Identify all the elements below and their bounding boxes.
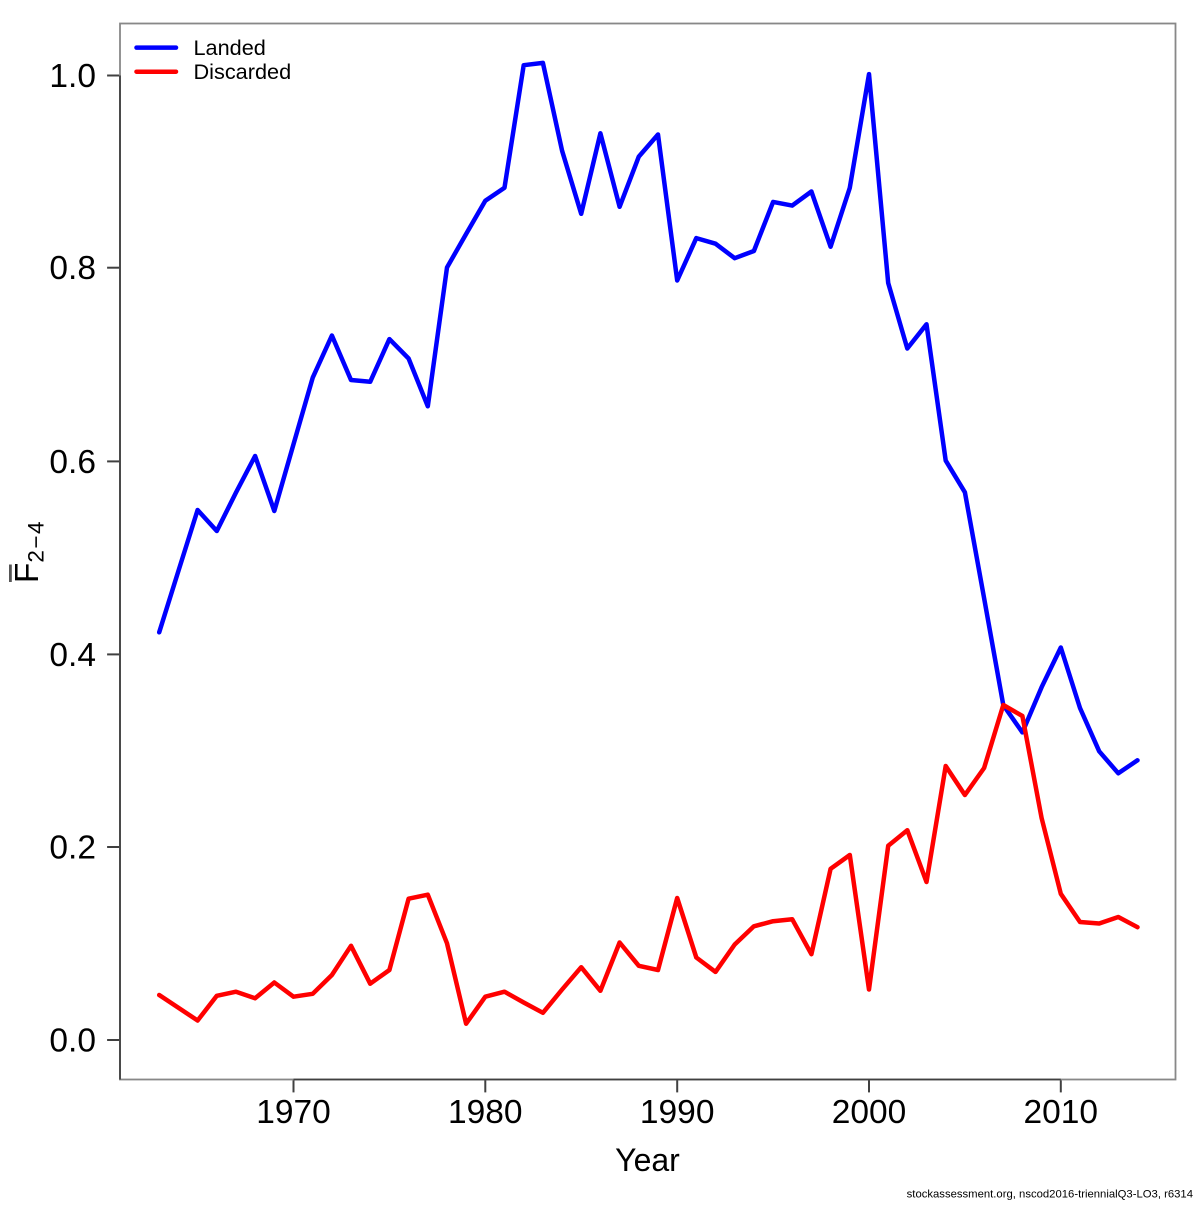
svg-text:F2−4: F2−4 — [9, 520, 49, 583]
svg-text:2000: 2000 — [832, 1094, 907, 1131]
svg-text:Discarded: Discarded — [194, 59, 292, 84]
svg-text:0.6: 0.6 — [49, 444, 96, 481]
svg-text:1970: 1970 — [256, 1094, 331, 1131]
svg-text:1980: 1980 — [448, 1094, 523, 1131]
svg-text:0.4: 0.4 — [49, 637, 96, 674]
svg-text:0.2: 0.2 — [49, 830, 96, 867]
svg-text:2010: 2010 — [1024, 1094, 1099, 1131]
svg-text:stockassessment.org, nscod2016: stockassessment.org, nscod2016-triennial… — [907, 1189, 1193, 1201]
svg-text:1.0: 1.0 — [49, 58, 96, 95]
svg-text:0.0: 0.0 — [49, 1023, 96, 1060]
svg-text:Landed: Landed — [194, 35, 266, 60]
svg-text:Year: Year — [615, 1142, 680, 1178]
svg-text:1990: 1990 — [640, 1094, 715, 1131]
svg-text:0.8: 0.8 — [49, 250, 96, 287]
